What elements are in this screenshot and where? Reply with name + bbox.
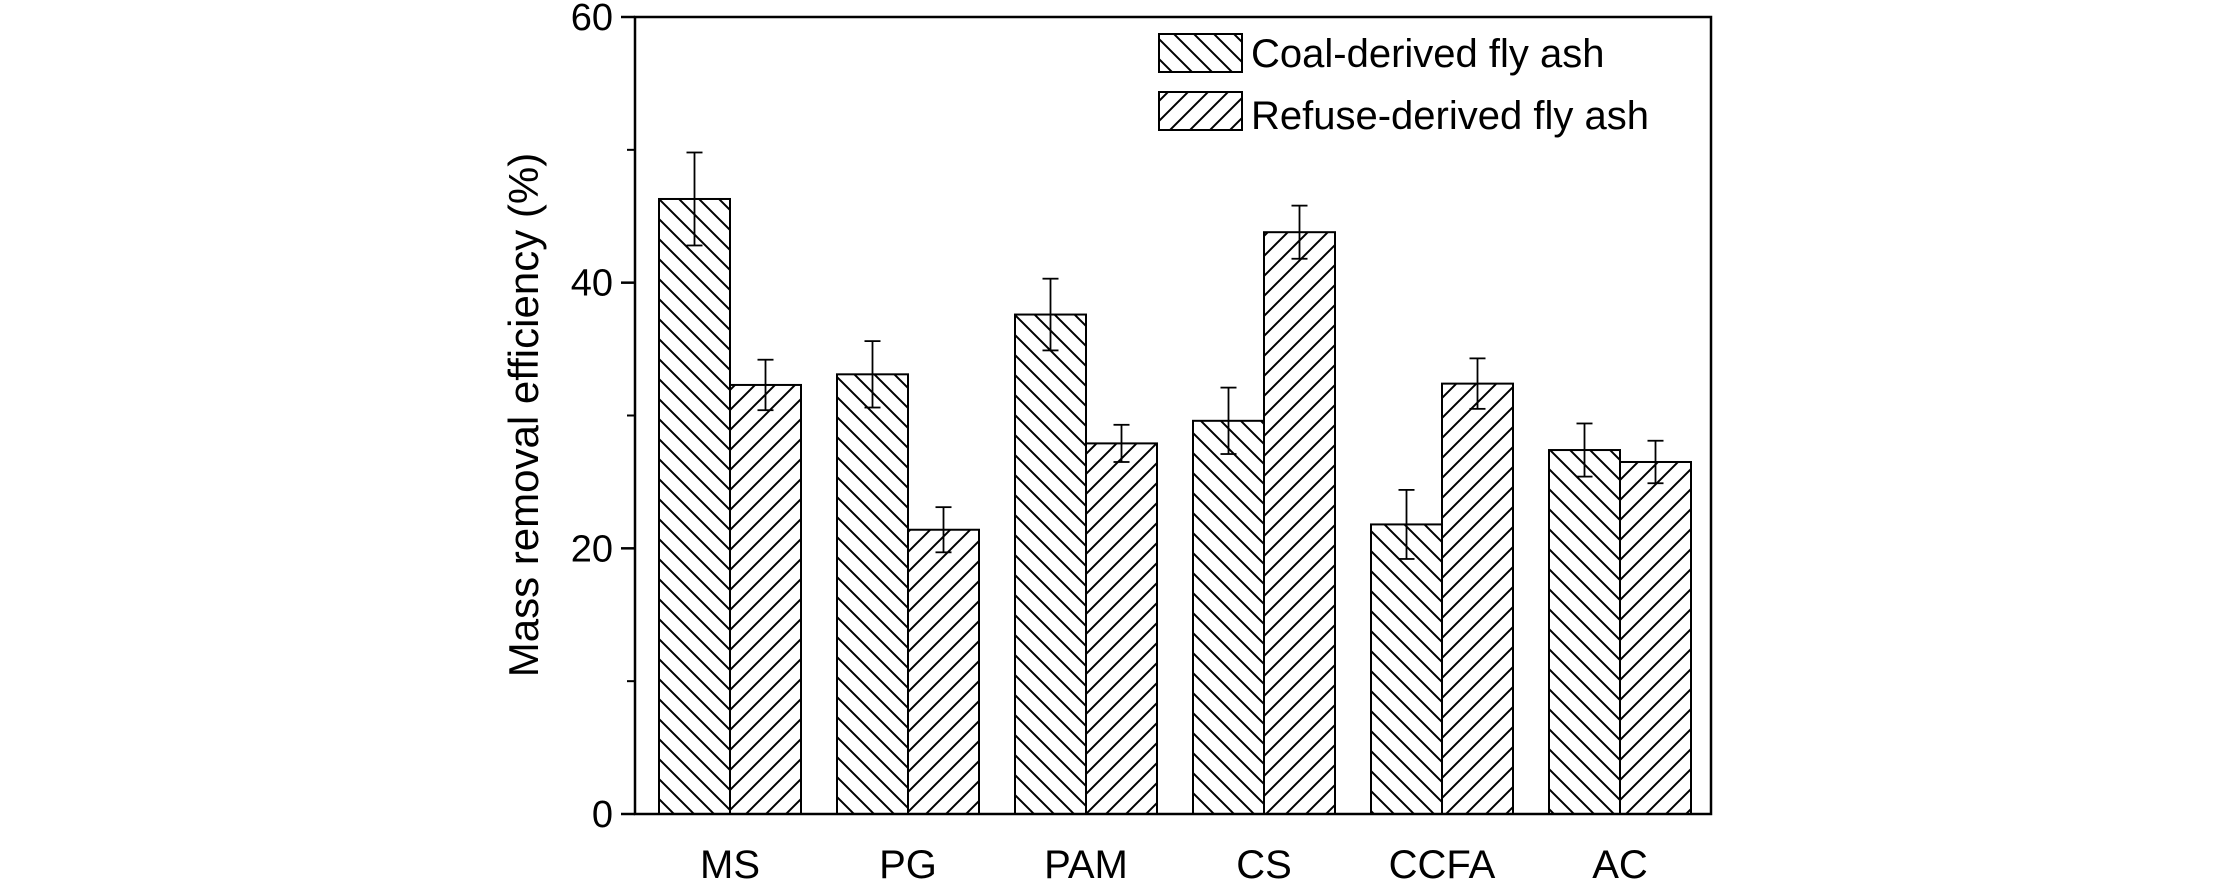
bar-pg-series-1 [836, 373, 909, 815]
bar-ccfa-series-2 [1441, 382, 1514, 815]
legend-swatch-refuse [1158, 91, 1243, 131]
bar-ccfa-series-1 [1370, 523, 1443, 815]
legend-label-refuse: Refuse-derived fly ash [1251, 94, 1649, 138]
bar-pg-series-2 [907, 528, 980, 816]
y-axis-title: Mass removal efficiency (%) [500, 153, 547, 677]
error-bar-ms-series-2 [757, 358, 774, 412]
bar-ms-series-1 [658, 197, 731, 815]
error-bar-pg-series-1 [864, 340, 881, 409]
y-tick-label-60: 60 [571, 0, 613, 39]
error-bars-group [686, 151, 1664, 560]
error-bar-ms-series-1 [686, 151, 703, 247]
error-bar-ac-series-2 [1647, 439, 1664, 485]
bar-pam-series-2 [1085, 442, 1158, 815]
error-bar-cs-series-1 [1220, 386, 1237, 455]
legend-label-coal: Coal-derived fly ash [1251, 32, 1605, 76]
y-tick-label-0: 0 [592, 794, 613, 836]
bar-ac-series-1 [1548, 449, 1621, 815]
bar-pam-series-1 [1014, 313, 1087, 815]
error-bar-ccfa-series-1 [1398, 488, 1415, 560]
legend: Coal-derived fly ash Refuse-derived fly … [1158, 32, 1649, 138]
bar-ac-series-2 [1619, 460, 1692, 815]
x-tick-label-cs: CS [1236, 843, 1292, 886]
bar-ms-series-2 [729, 383, 802, 815]
bar-cs-series-2 [1263, 231, 1336, 815]
error-bar-ccfa-series-2 [1469, 357, 1486, 410]
bar-cs-series-1 [1192, 419, 1265, 815]
x-axis-labels: MS PG PAM CS CCFA AC [700, 843, 1648, 886]
x-tick-label-pg: PG [879, 843, 937, 886]
x-tick-label-ccfa: CCFA [1389, 843, 1496, 886]
legend-swatch-coal [1158, 33, 1243, 73]
y-tick-label-20: 20 [571, 528, 613, 570]
error-bar-pam-series-2 [1113, 423, 1130, 463]
error-bar-cs-series-2 [1291, 204, 1308, 260]
y-tick-label-40: 40 [571, 263, 613, 305]
error-bar-pg-series-2 [935, 506, 952, 554]
error-bar-pam-series-1 [1042, 277, 1059, 352]
bars-group [658, 197, 1692, 816]
x-tick-label-pam: PAM [1044, 843, 1128, 886]
x-tick-label-ac: AC [1592, 843, 1648, 886]
x-tick-label-ms: MS [700, 843, 760, 886]
error-bar-ac-series-1 [1576, 422, 1593, 478]
y-axis-ticks: 0 20 40 60 [571, 0, 635, 836]
